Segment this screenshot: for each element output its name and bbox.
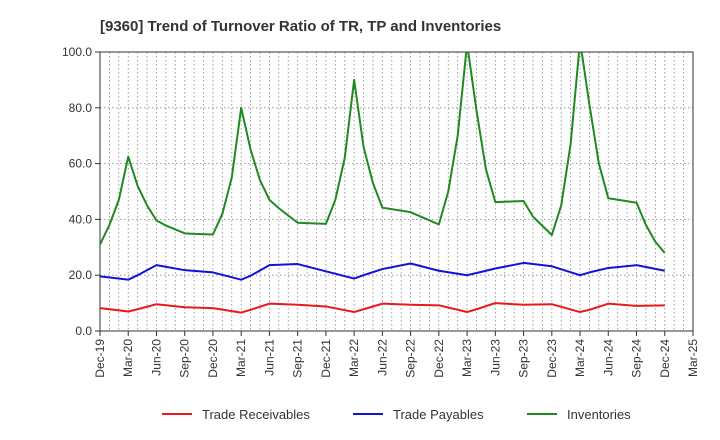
- x-tick-label: Jun-22: [375, 339, 389, 376]
- x-tick-label: Sep-23: [517, 339, 531, 378]
- x-tick-label: Sep-21: [291, 339, 305, 378]
- grid: [100, 52, 693, 331]
- x-tick-label: Mar-25: [686, 339, 700, 377]
- x-tick-label: Sep-20: [178, 339, 192, 378]
- y-tick-label: 100.0: [62, 45, 92, 59]
- x-tick-label: Jun-20: [149, 339, 163, 376]
- chart-title: [9360] Trend of Turnover Ratio of TR, TP…: [100, 18, 501, 35]
- x-tick-label: Mar-24: [573, 339, 587, 377]
- series-line-trade-payables: [100, 261, 665, 281]
- legend-label: Trade Payables: [393, 407, 484, 422]
- legend-label: Trade Receivables: [202, 407, 310, 422]
- plot-frame: [99, 51, 694, 332]
- y-tick-label: 40.0: [69, 212, 93, 226]
- x-tick-label: Sep-24: [630, 339, 644, 378]
- y-tick-label: 80.0: [69, 101, 93, 115]
- x-tick-label: Sep-22: [404, 339, 418, 378]
- x-tick-label: Dec-20: [206, 339, 220, 378]
- x-tick-label: Mar-20: [121, 339, 135, 377]
- y-tick-label: 0.0: [75, 324, 92, 338]
- x-tick-label: Dec-22: [432, 339, 446, 378]
- x-tick-label: Mar-21: [234, 339, 248, 377]
- x-tick-label: Mar-23: [460, 339, 474, 377]
- x-axis: Dec-19 Mar-20 Jun-20 Sep-20 Dec-20 Mar-21 Jun-…: [93, 331, 700, 378]
- legend: Trade Receivables Trade Payables Inventori…: [162, 407, 631, 422]
- x-tick-label: Dec-19: [93, 339, 107, 378]
- x-tick-label: Jun-23: [488, 339, 502, 376]
- y-tick-label: 20.0: [69, 268, 93, 282]
- legend-label: Inventories: [567, 407, 631, 422]
- x-tick-label: Dec-24: [658, 339, 672, 378]
- x-tick-label: Dec-23: [545, 339, 559, 378]
- x-tick-label: Dec-21: [319, 339, 333, 378]
- y-axis: 0.0 20.0 40.0 60.0 80.0 100.0: [62, 45, 100, 338]
- x-tick-label: Mar-22: [347, 339, 361, 377]
- plot-border: [99, 51, 694, 332]
- y-tick-label: 60.0: [69, 157, 93, 171]
- series-line-inventories: [100, 52, 666, 254]
- series-line-trade-receivables: [100, 302, 665, 314]
- series-lines: [100, 52, 666, 314]
- x-tick-label: Jun-21: [262, 339, 276, 376]
- x-tick-label: Jun-24: [601, 339, 615, 376]
